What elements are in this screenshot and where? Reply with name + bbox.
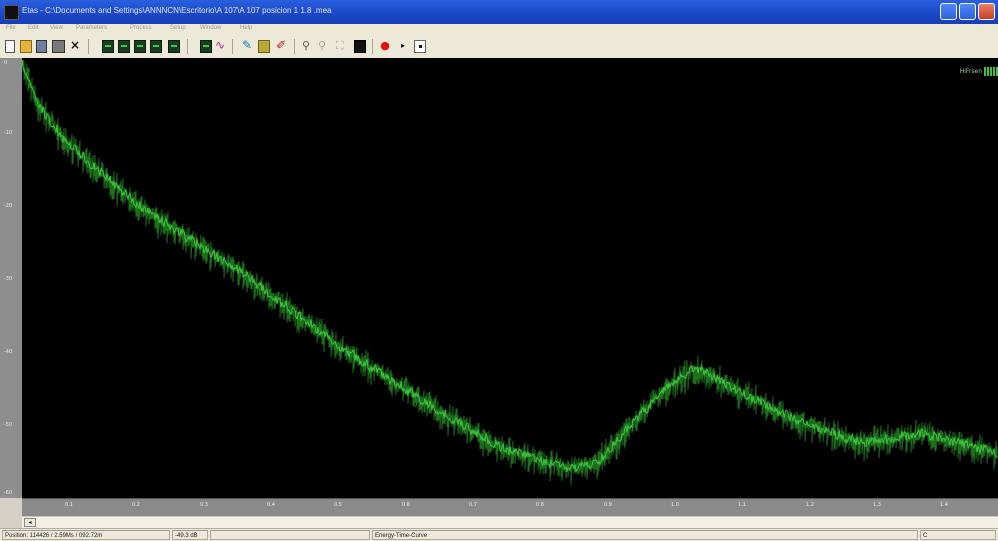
eraser-icon[interactable]: ✐: [276, 38, 287, 52]
x-axis-ruler: 0.1 0.2 0.3 0.4 0.5 0.6 0.7 0.8 0.9 1.0 1.1 1.2 1.3 1…: [22, 498, 998, 517]
stop-icon[interactable]: [414, 40, 426, 53]
menu-view[interactable]: View: [50, 25, 63, 31]
open-folder-icon[interactable]: [20, 40, 32, 53]
status-level: -49.3 dB: [172, 530, 208, 540]
legend-label: HiFrsen: [959, 67, 982, 75]
toolbar: × ∿ ✎ ✐ ⚲ ⚲ ⛶ ● ▸: [0, 36, 998, 59]
menu-process[interactable]: Process: [130, 25, 152, 31]
new-document-icon[interactable]: [5, 40, 15, 53]
status-curve: Energy-Time-Curve: [372, 530, 918, 540]
close-button[interactable]: [978, 3, 995, 20]
filter-icon[interactable]: [258, 40, 270, 53]
menu-help[interactable]: Help: [240, 25, 253, 31]
x-tick-label: 1.1: [738, 502, 746, 508]
delete-icon[interactable]: ×: [70, 38, 81, 52]
menu-edit[interactable]: Edit: [28, 25, 39, 31]
y-tick-label: -10: [4, 130, 13, 136]
app-icon: [4, 5, 19, 20]
menu-parameters[interactable]: Parameters: [76, 25, 108, 31]
scroll-left-arrow-icon[interactable]: ◂: [24, 518, 36, 527]
view-mode-5-icon[interactable]: [168, 40, 180, 53]
menu-bar: File Edit View Parameters Process Setup …: [0, 24, 998, 36]
window-title: Etas - C:\Documents and Settings\ANNNCN\…: [22, 6, 332, 15]
toolbar-separator: [372, 39, 373, 54]
record-icon[interactable]: ●: [380, 39, 390, 52]
x-tick-label: 0.9: [604, 502, 612, 508]
zoom-in-icon[interactable]: ⚲: [302, 39, 311, 52]
zoom-fit-icon[interactable]: ⛶: [336, 39, 344, 52]
x-tick-label: 0.1: [65, 502, 73, 508]
toolbar-separator: [88, 39, 89, 54]
x-tick-label: 0.6: [402, 502, 410, 508]
play-icon[interactable]: ▸: [400, 41, 405, 50]
x-tick-label: 1.4: [940, 502, 948, 508]
menu-setup[interactable]: Setup: [170, 25, 186, 31]
view-mode-3-icon[interactable]: [134, 40, 146, 53]
toolbar-separator: [232, 39, 233, 54]
y-tick-label: -60: [4, 490, 13, 496]
trace-line: [22, 60, 998, 473]
x-tick-label: 1.2: [806, 502, 814, 508]
ruler-corner: [0, 498, 22, 528]
zoom-out-icon[interactable]: ⚲: [318, 39, 327, 52]
horizontal-scrollbar[interactable]: ◂: [22, 516, 998, 529]
x-tick-label: 0.4: [267, 502, 275, 508]
graph-icon[interactable]: [200, 40, 212, 53]
trace-envelope: [22, 59, 998, 485]
x-tick-label: 0.3: [200, 502, 208, 508]
x-tick-label: 1.3: [873, 502, 881, 508]
view-mode-2-icon[interactable]: [118, 40, 130, 53]
legend-swatch: [984, 66, 998, 76]
x-tick-label: 1.0: [671, 502, 679, 508]
y-tick-label: -20: [4, 203, 13, 209]
print-icon[interactable]: [52, 40, 65, 53]
legend[interactable]: HiFrsen: [960, 66, 998, 76]
toolbar-separator: [294, 39, 295, 54]
maximize-button[interactable]: [959, 3, 976, 20]
y-tick-label: 0: [4, 60, 8, 66]
x-tick-label: 0.7: [469, 502, 477, 508]
energy-time-plot[interactable]: HiFrsen: [22, 58, 998, 498]
status-bar: Position: 114426 / 2.59Ms / 092.72m -49.…: [0, 528, 998, 541]
pen-icon[interactable]: ✎: [242, 38, 253, 52]
view-mode-1-icon[interactable]: [102, 40, 114, 53]
x-tick-label: 0.5: [334, 502, 342, 508]
status-empty: [210, 530, 370, 540]
y-tick-label: -30: [4, 276, 13, 282]
y-axis-ruler: 0 -10 -20 -30 -40 -50 -60: [0, 58, 23, 498]
menu-file[interactable]: File: [6, 25, 16, 31]
marker-icon[interactable]: [354, 40, 366, 53]
status-channel: C: [920, 530, 996, 540]
waveform-icon[interactable]: ∿: [215, 38, 226, 52]
etc-trace-chart: [22, 59, 998, 485]
title-bar[interactable]: Etas - C:\Documents and Settings\ANNNCN\…: [0, 0, 998, 24]
x-tick-label: 0.8: [536, 502, 544, 508]
view-mode-4-icon[interactable]: [150, 40, 162, 53]
x-tick-label: 0.2: [132, 502, 140, 508]
menu-window[interactable]: Window: [200, 25, 222, 31]
y-tick-label: -40: [4, 349, 13, 355]
status-position: Position: 114426 / 2.59Ms / 092.72m: [2, 530, 170, 540]
window-controls: [940, 3, 995, 20]
minimize-button[interactable]: [940, 3, 957, 20]
y-tick-label: -50: [4, 422, 13, 428]
save-disk-icon[interactable]: [36, 40, 47, 53]
toolbar-separator: [187, 39, 188, 54]
